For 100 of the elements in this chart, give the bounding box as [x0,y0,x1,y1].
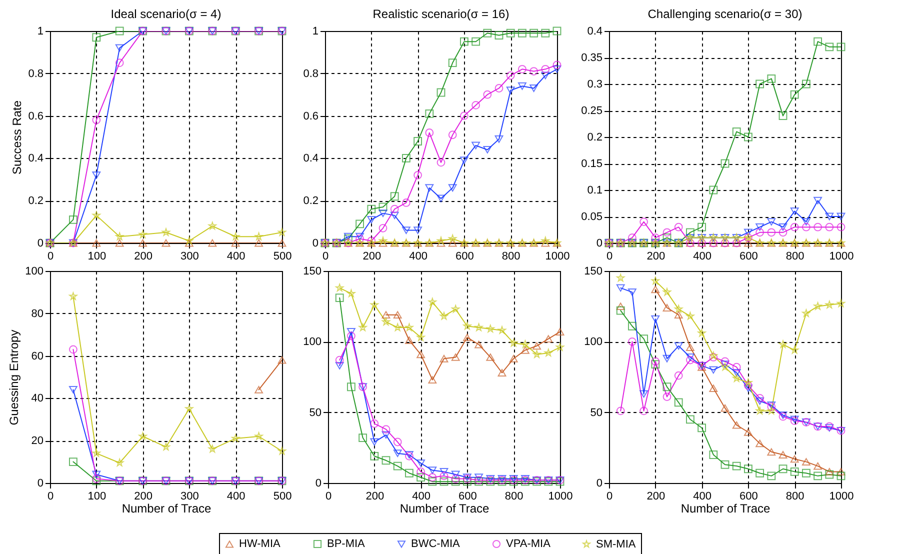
point [698,328,706,337]
point [544,335,553,343]
y-tick-label: 0 [315,478,322,490]
point [356,232,364,240]
x-tick-label: 0 [606,250,613,262]
point [367,204,376,214]
point [552,60,562,70]
point [451,470,460,478]
point [486,354,495,361]
point [462,477,472,486]
point [756,440,764,448]
point [393,438,402,446]
point [208,222,216,230]
point [732,362,741,372]
x-tick-label: 300 [180,250,199,262]
x-tick-label: 400 [409,250,428,262]
point [744,132,752,142]
point [825,470,834,479]
point [68,345,78,354]
y-tick-label: 0 [596,478,602,490]
point [674,222,683,232]
point [346,332,356,340]
point [790,467,799,476]
point [552,65,562,73]
point [494,31,504,40]
point [393,462,402,470]
point [651,360,660,368]
point [518,82,526,90]
point [92,116,101,124]
y-tick-label: 0.6 [28,110,44,122]
point [428,473,437,482]
point [825,42,834,52]
point [498,369,506,376]
point [732,421,741,429]
x-tick-label: 200 [134,250,152,262]
point [836,468,846,476]
point [231,239,240,247]
point [662,233,672,242]
point [440,468,448,476]
point [472,142,480,150]
point [556,328,564,336]
point [530,28,538,38]
point [756,80,764,88]
x-tick-label: 1000 [548,490,573,502]
point [416,350,426,358]
point [115,58,124,67]
point [767,472,776,480]
x-tick-label: 1000 [545,250,570,262]
point [628,322,636,330]
point [732,462,741,470]
point [674,398,683,407]
point [744,378,752,386]
point [416,473,426,482]
point [460,112,468,120]
point [744,381,752,390]
point [709,186,718,194]
x-tick-label: 800 [504,490,524,502]
point [448,58,457,68]
point [674,371,683,380]
point [347,289,356,298]
point [756,223,764,231]
point [836,42,846,52]
point [802,222,810,232]
x-tick-label: 400 [226,490,246,502]
y-tick-label: 100 [303,336,322,348]
point [472,101,480,110]
point [378,224,388,232]
point [115,44,124,52]
point [344,232,352,240]
point [402,198,410,207]
point [530,67,538,76]
x-tick-label: 0 [322,250,329,262]
y-tick-label: 1 [37,26,44,38]
x-axis-title: Number of Trace [122,502,212,516]
point [498,326,506,334]
point [414,170,422,180]
point [662,288,672,296]
point [448,234,457,242]
y-tick-label: 20 [31,435,44,448]
point [802,218,810,226]
y-tick-label: 50 [309,406,322,419]
y-tick-label: 0.3 [587,78,602,90]
point [732,374,741,382]
point [138,432,147,440]
point [92,470,101,478]
point [744,464,752,474]
x-tick-label: 400 [693,490,712,502]
point [802,80,810,88]
point [662,228,672,237]
y-tick-label: 0.2 [303,195,318,208]
point [756,468,764,478]
point [92,33,101,42]
point [483,90,492,99]
y-tick-label: 0.2 [28,195,44,208]
point [185,236,194,244]
point [720,360,730,368]
point [358,434,368,442]
point [720,460,730,469]
y-tick-label: 80 [31,308,44,320]
point [778,451,788,458]
